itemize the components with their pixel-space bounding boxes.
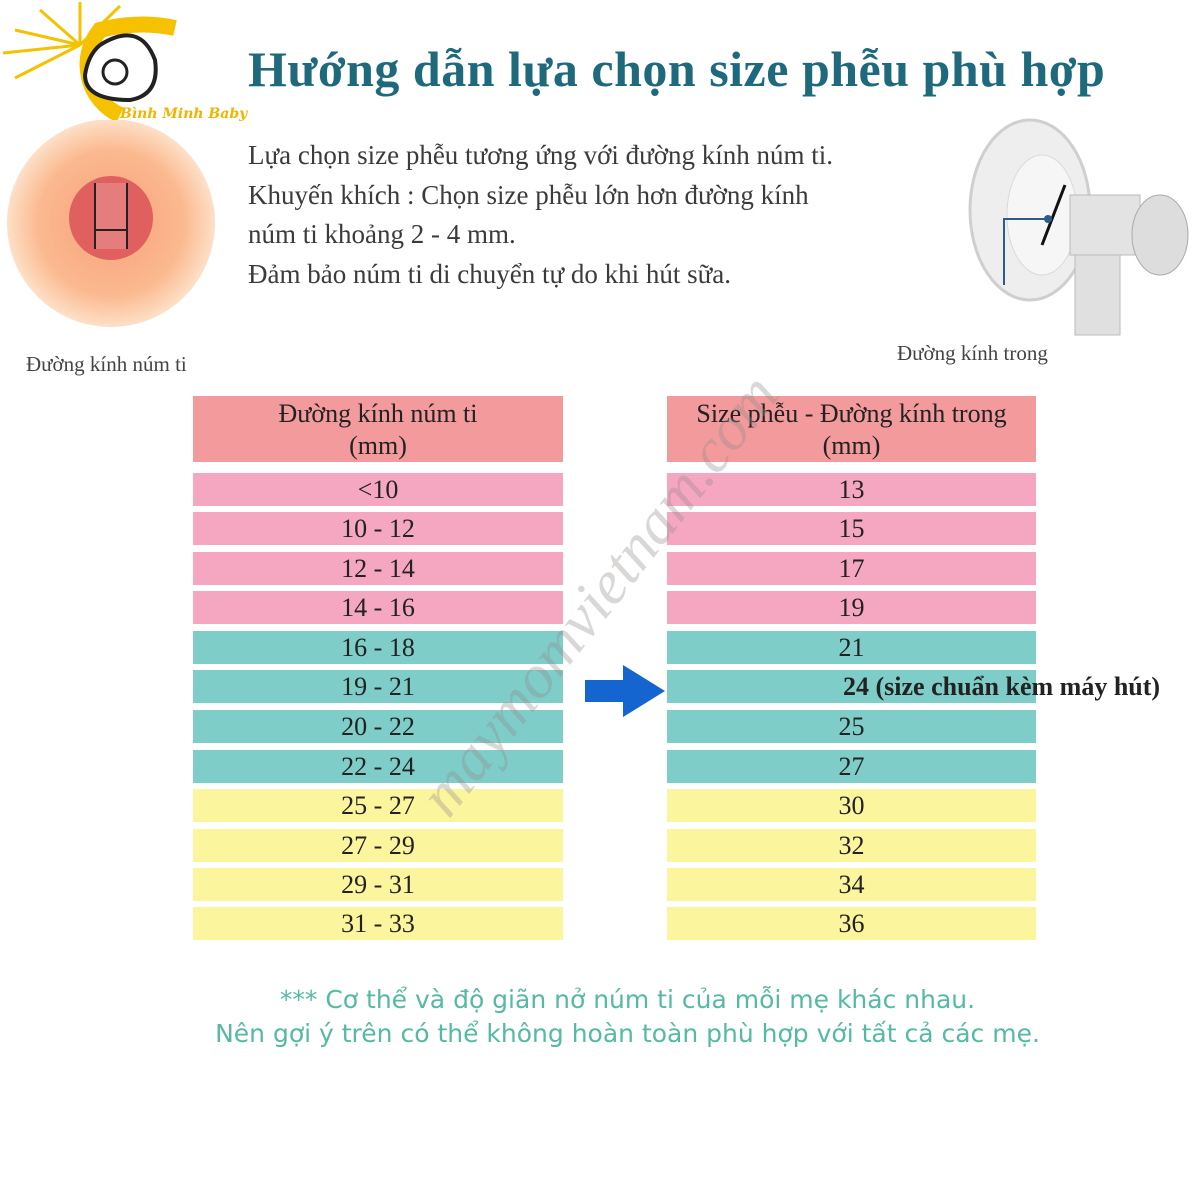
header-line: (mm) [822,431,881,460]
flange-caption: Đường kính trong [897,341,1048,365]
page-title: Hướng dẫn lựa chọn size phễu phù hợp [248,41,1106,97]
breast-shield-illustration [968,118,1189,336]
intro-line: Lựa chọn size phễu tương ứng với đường k… [248,140,834,170]
right-table-header: Size phễu - Đường kính trong (mm) [667,396,1036,462]
nipple-diameter-cell: 19 - 21 [193,670,563,703]
nipple-diameter-cell: 16 - 18 [193,631,563,664]
flange-size-cell: 27 [667,750,1036,783]
flange-size-cell: 32 [667,829,1036,862]
logo-icon [2,2,177,123]
header-line: (mm) [349,431,407,460]
left-table-header: Đường kính núm ti (mm) [193,396,563,462]
footer-note: Nên gợi ý trên có thể không hoàn toàn ph… [215,1019,1040,1048]
intro-line: núm ti khoảng 2 - 4 mm. [248,219,516,249]
flange-size-cell: 17 [667,552,1036,585]
nipple-diameter-cell: 29 - 31 [193,868,563,901]
intro-line: Khuyến khích : Chọn size phễu lớn hơn đư… [248,180,809,210]
nipple-caption: Đường kính núm ti [26,352,187,376]
flange-size-cell: 15 [667,512,1036,545]
nipple-illustration [7,120,215,327]
header-line: Size phễu - Đường kính trong [696,399,1007,428]
logo-text: Bình Minh Baby [120,106,248,122]
nipple-diameter-cell: 27 - 29 [193,829,563,862]
flange-size-cell: 34 [667,868,1036,901]
nipple-diameter-cell: 22 - 24 [193,750,563,783]
nipple-diameter-cell: 10 - 12 [193,512,563,545]
flange-size-cell: 36 [667,907,1036,940]
nipple-diameter-cell: <10 [193,473,563,506]
footer-note: *** Cơ thể và độ giãn nở núm ti của mỗi … [279,985,976,1014]
flange-size-highlight: 24 (size chuẩn kèm máy hút) [843,672,1161,701]
flange-size-cell: 25 [667,710,1036,743]
nipple-diameter-cell: 14 - 16 [193,591,563,624]
flange-size-cell: 21 [667,631,1036,664]
nipple-diameter-cell: 20 - 22 [193,710,563,743]
flange-size-cell: 19 [667,591,1036,624]
header-line: Đường kính núm ti [278,399,478,428]
nipple-diameter-cell: 31 - 33 [193,907,563,940]
arrow-right-icon [585,665,665,717]
intro-line: Đảm bảo núm ti di chuyển tự do khi hút s… [248,259,731,289]
flange-size-cell: 24 (size chuẩn kèm máy hút) [667,670,1160,703]
flange-size-cell: 30 [667,789,1036,822]
flange-size-cell: 13 [667,473,1036,506]
nipple-diameter-cell: 25 - 27 [193,789,563,822]
nipple-diameter-cell: 12 - 14 [193,552,563,585]
